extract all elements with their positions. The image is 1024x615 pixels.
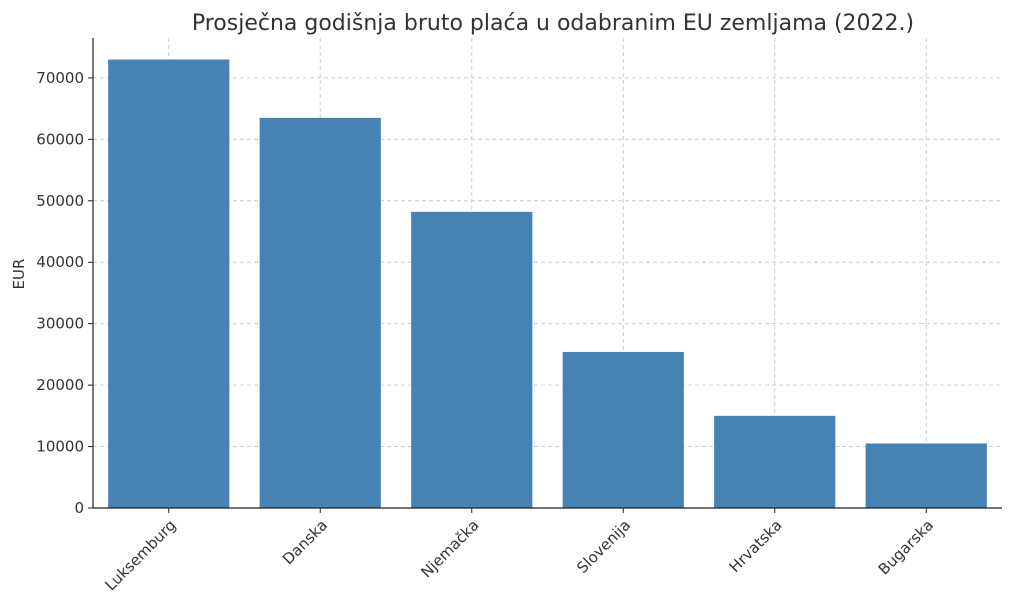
bar-njemačka	[411, 211, 533, 509]
y-ticks: 0 10000 20000 30000 40000 50000 60000 70000	[36, 69, 93, 517]
bar-hrvatska	[714, 415, 836, 508]
y-tick-label: 30000	[36, 315, 84, 333]
x-tick-label: Njemačka	[417, 516, 482, 581]
bar-slovenija	[562, 351, 684, 508]
x-tick-label: Hrvatska	[726, 516, 786, 576]
y-tick-label: 40000	[36, 253, 84, 271]
y-tick-label: 50000	[36, 192, 84, 210]
y-axis-label: EUR	[10, 259, 28, 290]
x-ticks: Luksemburg Danska Njemačka Slovenija Hrvatsk…	[102, 508, 937, 594]
y-tick-label: 10000	[36, 438, 84, 456]
bar-luksemburg	[108, 59, 230, 509]
y-tick-label: 60000	[36, 130, 84, 148]
bar-danska	[259, 117, 381, 509]
x-tick-label: Bugarska	[875, 516, 937, 578]
x-tick-label: Luksemburg	[102, 516, 180, 594]
y-tick-label: 20000	[36, 376, 84, 394]
axes	[92, 38, 1002, 509]
y-tick-label: 0	[74, 499, 84, 517]
chart-title: Prosječna godišnja bruto plaća u odabran…	[192, 11, 914, 36]
y-tick-label: 70000	[36, 69, 84, 87]
x-tick-label: Danska	[279, 516, 331, 568]
bar-bugarska	[865, 443, 987, 508]
bars	[108, 59, 987, 509]
x-tick-label: Slovenija	[573, 516, 634, 577]
